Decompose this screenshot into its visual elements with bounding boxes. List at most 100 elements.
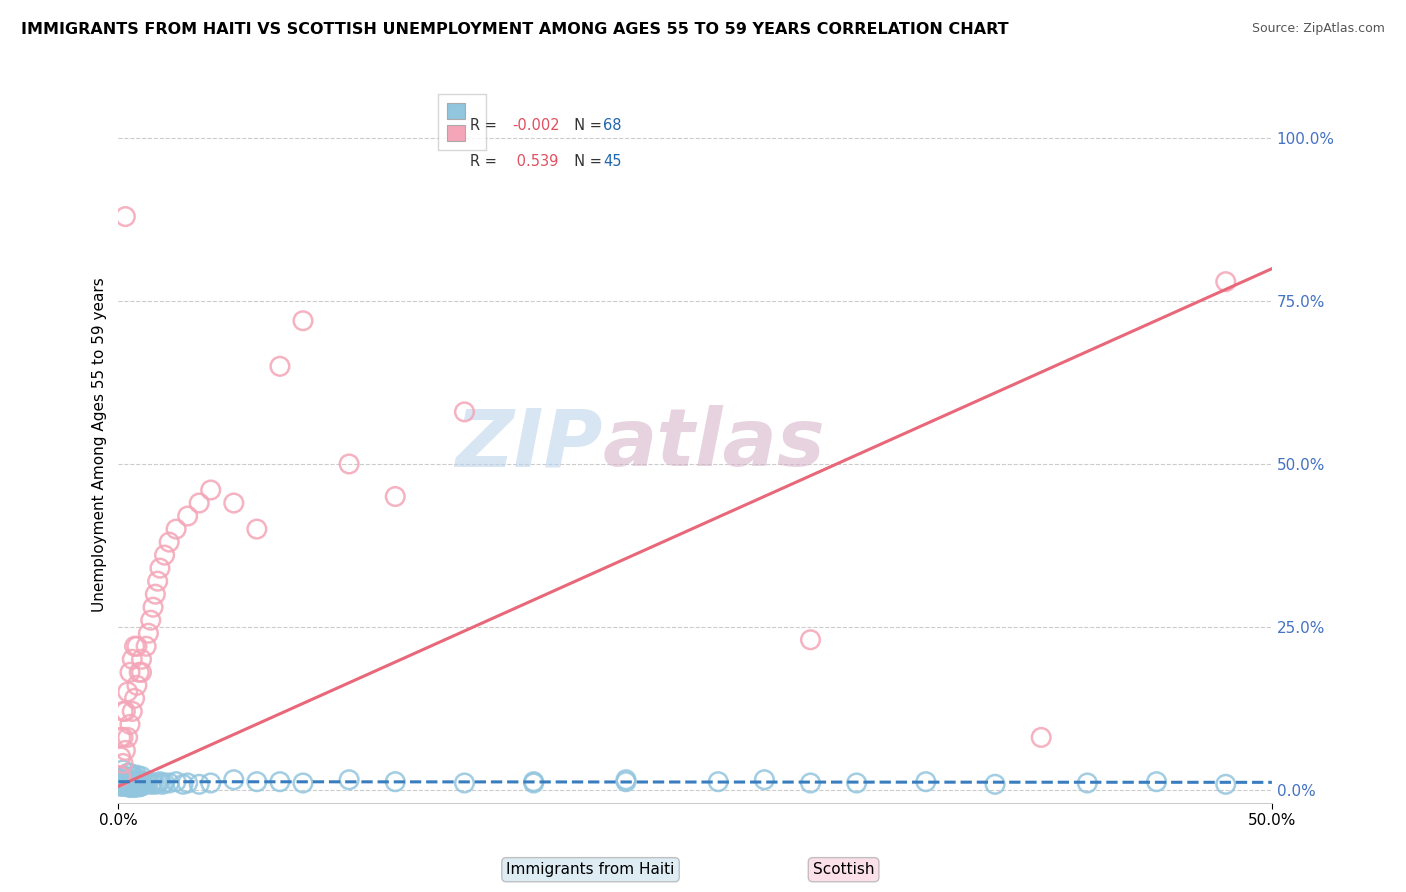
- Point: [112, 705, 135, 719]
- Point: [110, 779, 132, 793]
- Point: [117, 731, 139, 745]
- Point: [142, 600, 165, 615]
- Point: [128, 780, 150, 794]
- Point: [114, 779, 136, 793]
- Point: [121, 779, 143, 793]
- Point: [124, 769, 146, 783]
- Point: [1076, 776, 1098, 790]
- Point: [269, 359, 291, 374]
- Point: [135, 776, 157, 790]
- Point: [523, 776, 546, 790]
- Point: [110, 731, 132, 745]
- Point: [176, 509, 198, 524]
- Point: [125, 779, 148, 793]
- Point: [188, 496, 211, 510]
- Point: [121, 652, 143, 666]
- Point: [121, 769, 143, 783]
- Point: [118, 766, 141, 780]
- Point: [118, 780, 141, 795]
- Point: [121, 705, 143, 719]
- Point: [112, 769, 135, 783]
- Text: -0.002: -0.002: [512, 119, 560, 133]
- Point: [1215, 777, 1237, 791]
- Point: [112, 756, 135, 771]
- Point: [153, 776, 176, 790]
- Point: [138, 774, 160, 789]
- Point: [110, 769, 132, 783]
- Point: [707, 774, 730, 789]
- Point: [131, 665, 153, 680]
- Text: atlas: atlas: [603, 406, 825, 483]
- Text: Immigrants from Haiti: Immigrants from Haiti: [506, 863, 675, 877]
- Point: [153, 548, 176, 562]
- Point: [845, 776, 868, 790]
- Text: 45: 45: [603, 154, 621, 169]
- Point: [165, 774, 187, 789]
- Point: [143, 587, 166, 601]
- Legend: , : ,: [437, 94, 486, 151]
- Point: [453, 776, 475, 790]
- Point: [1215, 275, 1237, 289]
- Point: [114, 769, 136, 783]
- Point: [112, 763, 135, 777]
- Point: [131, 779, 153, 793]
- Text: R =: R =: [470, 119, 502, 133]
- Point: [384, 490, 406, 504]
- Point: [1146, 774, 1168, 789]
- Point: [124, 640, 146, 654]
- Text: IMMIGRANTS FROM HAITI VS SCOTTISH UNEMPLOYMENT AMONG AGES 55 TO 59 YEARS CORRELA: IMMIGRANTS FROM HAITI VS SCOTTISH UNEMPL…: [21, 22, 1008, 37]
- Point: [117, 766, 139, 780]
- Point: [128, 665, 150, 680]
- Point: [292, 314, 315, 328]
- Point: [614, 772, 637, 787]
- Point: [172, 777, 194, 791]
- Point: [146, 776, 169, 790]
- Point: [142, 776, 165, 790]
- Point: [125, 768, 148, 782]
- Point: [112, 731, 135, 745]
- Point: [176, 776, 198, 790]
- Point: [118, 777, 141, 791]
- Point: [384, 774, 406, 789]
- Point: [222, 772, 245, 787]
- Point: [112, 776, 135, 790]
- Point: [124, 780, 146, 795]
- Point: [200, 483, 222, 497]
- Point: [128, 772, 150, 787]
- Point: [799, 632, 821, 647]
- Point: [1031, 731, 1053, 745]
- Text: N =: N =: [565, 119, 606, 133]
- Point: [135, 640, 157, 654]
- Point: [125, 774, 148, 789]
- Y-axis label: Unemployment Among Ages 55 to 59 years: Unemployment Among Ages 55 to 59 years: [93, 277, 107, 612]
- Point: [292, 776, 315, 790]
- Point: [222, 496, 245, 510]
- Point: [799, 776, 821, 790]
- Point: [124, 691, 146, 706]
- Point: [984, 777, 1007, 791]
- Point: [124, 776, 146, 790]
- Point: [131, 774, 153, 789]
- Point: [125, 640, 148, 654]
- Point: [337, 772, 360, 787]
- Point: [114, 743, 136, 757]
- Point: [157, 776, 180, 790]
- Point: [150, 777, 173, 791]
- Point: [131, 769, 153, 783]
- Point: [246, 774, 269, 789]
- Text: 0.539: 0.539: [512, 154, 558, 169]
- Point: [110, 776, 132, 790]
- Point: [614, 774, 637, 789]
- Text: ZIP: ZIP: [456, 406, 603, 483]
- Point: [121, 776, 143, 790]
- Point: [112, 772, 135, 787]
- Point: [246, 522, 269, 536]
- Point: [117, 772, 139, 787]
- Point: [139, 777, 162, 791]
- Point: [453, 405, 475, 419]
- Text: Scottish: Scottish: [813, 863, 875, 877]
- Point: [149, 561, 172, 575]
- Point: [114, 776, 136, 790]
- Point: [337, 457, 360, 471]
- Point: [138, 626, 160, 640]
